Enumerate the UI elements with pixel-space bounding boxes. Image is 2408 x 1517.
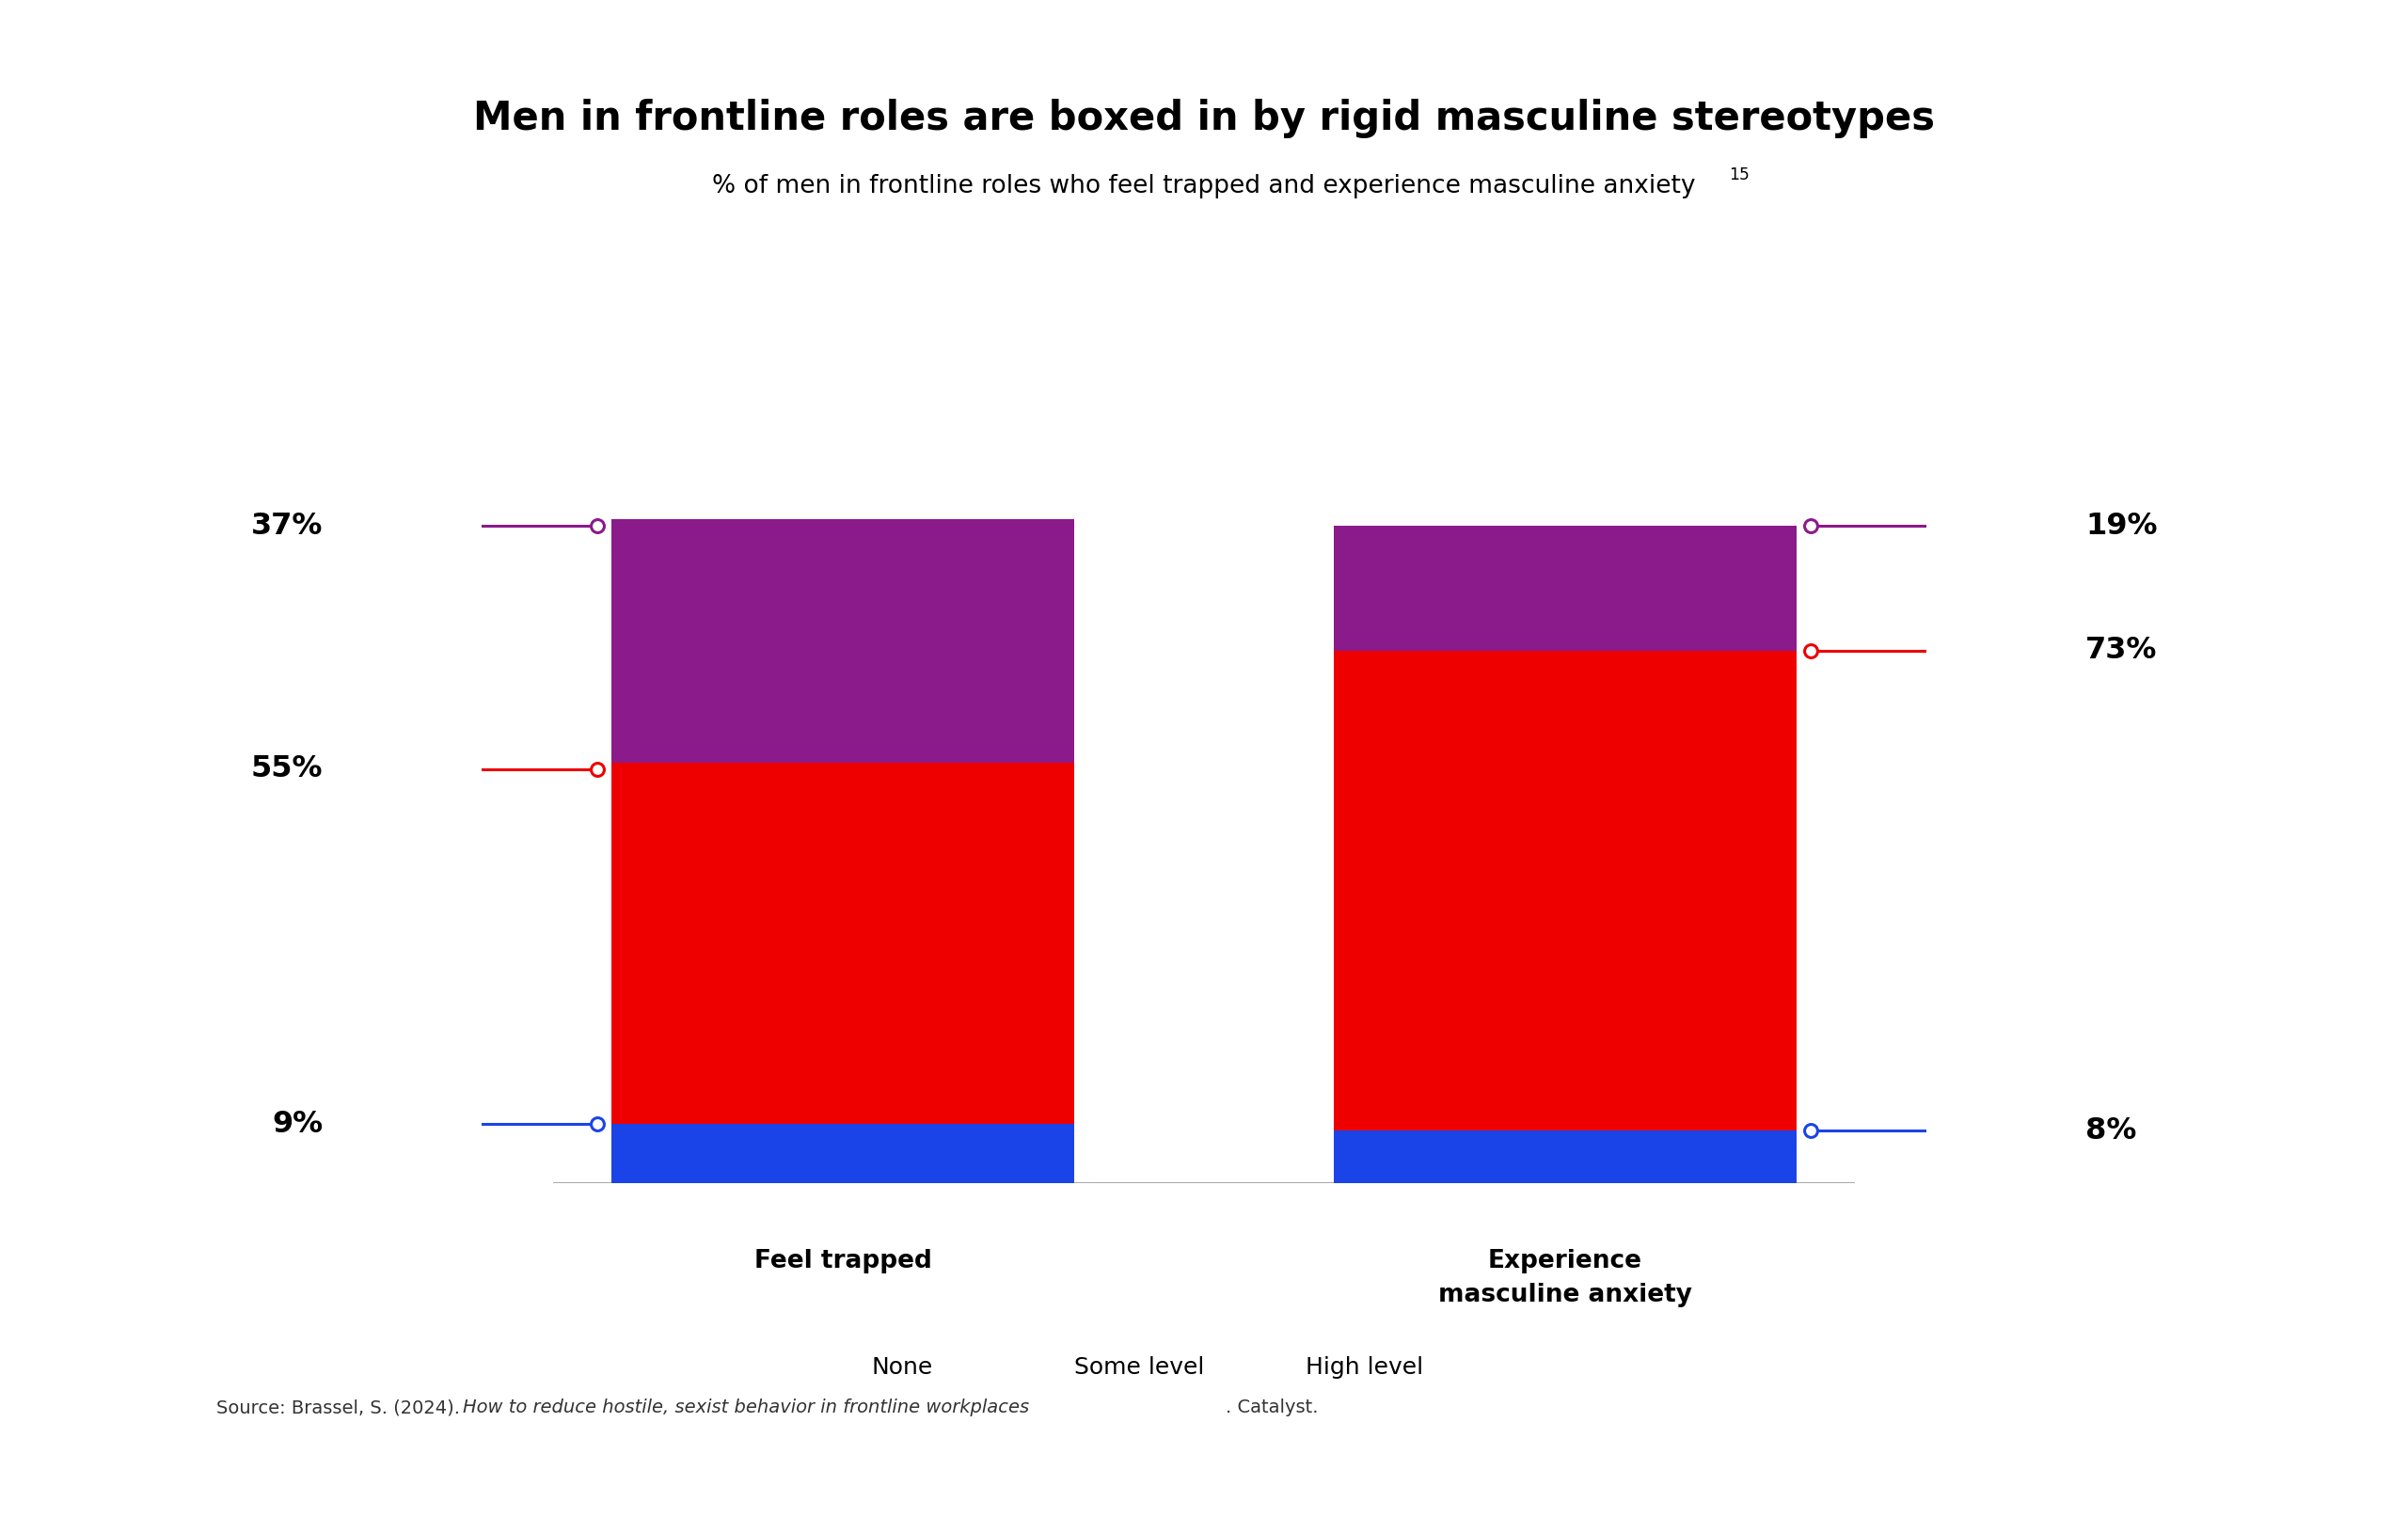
Text: 73%: 73% [2085,636,2158,666]
Text: 37%: 37% [250,511,323,540]
Bar [1334,526,1796,651]
Text: Some level: Some level [1074,1356,1204,1379]
Text: High level: High level [1305,1356,1423,1379]
Text: 8%: 8% [2085,1117,2136,1145]
Text: 19%: 19% [2085,511,2158,540]
Bar [1334,651,1796,1130]
Text: 55%: 55% [250,754,323,784]
Text: . Catalyst.: . Catalyst. [1226,1399,1317,1417]
Bar [1334,1130,1796,1183]
Text: 9%: 9% [272,1109,323,1139]
Text: Feel trapped: Feel trapped [754,1248,932,1273]
Bar [612,763,1074,1124]
Text: Experience
masculine anxiety: Experience masculine anxiety [1438,1248,1693,1308]
Text: % of men in frontline roles who feel trapped and experience masculine anxiety: % of men in frontline roles who feel tra… [713,174,1695,199]
Text: How to reduce hostile, sexist behavior in frontline workplaces: How to reduce hostile, sexist behavior i… [462,1399,1028,1417]
Text: Men in frontline roles are boxed in by rigid masculine stereotypes: Men in frontline roles are boxed in by r… [472,99,1936,138]
Text: 15: 15 [1729,167,1751,184]
Text: Source: Brassel, S. (2024).: Source: Brassel, S. (2024). [217,1399,467,1417]
Bar [612,1124,1074,1183]
Text: None: None [872,1356,932,1379]
Bar [612,519,1074,763]
